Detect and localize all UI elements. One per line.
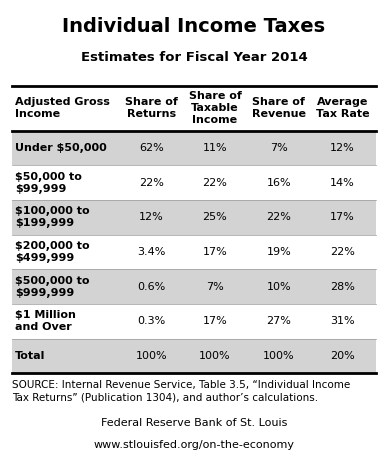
Text: Total: Total — [15, 351, 45, 361]
Text: Average
Tax Rate: Average Tax Rate — [316, 97, 369, 119]
Bar — [12, 165, 376, 200]
Text: 0.3%: 0.3% — [137, 316, 165, 326]
Text: $500,000 to
$999,999: $500,000 to $999,999 — [15, 276, 89, 298]
Text: Individual Income Taxes: Individual Income Taxes — [62, 17, 326, 36]
Text: 3.4%: 3.4% — [137, 247, 165, 257]
Bar — [12, 86, 121, 131]
Text: 12%: 12% — [139, 212, 163, 222]
Text: 25%: 25% — [203, 212, 227, 222]
Text: 22%: 22% — [266, 212, 291, 222]
Bar — [12, 339, 376, 373]
Bar — [12, 235, 376, 269]
Text: Share of
Revenue: Share of Revenue — [252, 97, 306, 119]
Text: SOURCE: Internal Revenue Service, Table 3.5, “Individual Income
Tax Returns” (Pu: SOURCE: Internal Revenue Service, Table … — [12, 380, 350, 402]
Bar — [12, 304, 376, 339]
Text: 7%: 7% — [206, 282, 224, 292]
Text: 22%: 22% — [330, 247, 355, 257]
Text: $200,000 to
$499,999: $200,000 to $499,999 — [15, 241, 89, 263]
Text: Federal Reserve Bank of St. Louis: Federal Reserve Bank of St. Louis — [101, 418, 287, 428]
Text: www.stlouisfed.org/on-the-economy: www.stlouisfed.org/on-the-economy — [94, 440, 294, 450]
Text: 0.6%: 0.6% — [137, 282, 165, 292]
Text: 16%: 16% — [267, 178, 291, 188]
Bar — [12, 269, 376, 304]
Text: 22%: 22% — [139, 178, 164, 188]
Bar — [12, 131, 376, 165]
Text: Under $50,000: Under $50,000 — [15, 143, 106, 153]
Text: 10%: 10% — [267, 282, 291, 292]
Text: 100%: 100% — [199, 351, 231, 361]
Text: $1 Million
and Over: $1 Million and Over — [15, 310, 76, 332]
Bar — [121, 86, 181, 131]
Bar — [249, 86, 309, 131]
Text: 27%: 27% — [266, 316, 291, 326]
Text: 31%: 31% — [330, 316, 355, 326]
Text: Share of
Taxable
Income: Share of Taxable Income — [189, 91, 241, 125]
Text: 62%: 62% — [139, 143, 163, 153]
Text: $100,000 to
$199,999: $100,000 to $199,999 — [15, 206, 89, 228]
Text: 17%: 17% — [330, 212, 355, 222]
Text: 100%: 100% — [135, 351, 167, 361]
Text: 12%: 12% — [330, 143, 355, 153]
Text: 22%: 22% — [203, 178, 227, 188]
Text: Estimates for Fiscal Year 2014: Estimates for Fiscal Year 2014 — [81, 51, 307, 64]
Bar — [309, 86, 376, 131]
Text: 7%: 7% — [270, 143, 288, 153]
Text: 14%: 14% — [330, 178, 355, 188]
Text: 17%: 17% — [203, 316, 227, 326]
Text: Share of
Returns: Share of Returns — [125, 97, 178, 119]
Text: 100%: 100% — [263, 351, 294, 361]
Text: 11%: 11% — [203, 143, 227, 153]
Text: 28%: 28% — [330, 282, 355, 292]
Text: 19%: 19% — [267, 247, 291, 257]
Text: $50,000 to
$99,999: $50,000 to $99,999 — [15, 171, 81, 194]
Text: 17%: 17% — [203, 247, 227, 257]
Bar — [12, 200, 376, 235]
Bar — [181, 86, 249, 131]
Text: 20%: 20% — [330, 351, 355, 361]
Text: Adjusted Gross
Income: Adjusted Gross Income — [15, 97, 110, 119]
